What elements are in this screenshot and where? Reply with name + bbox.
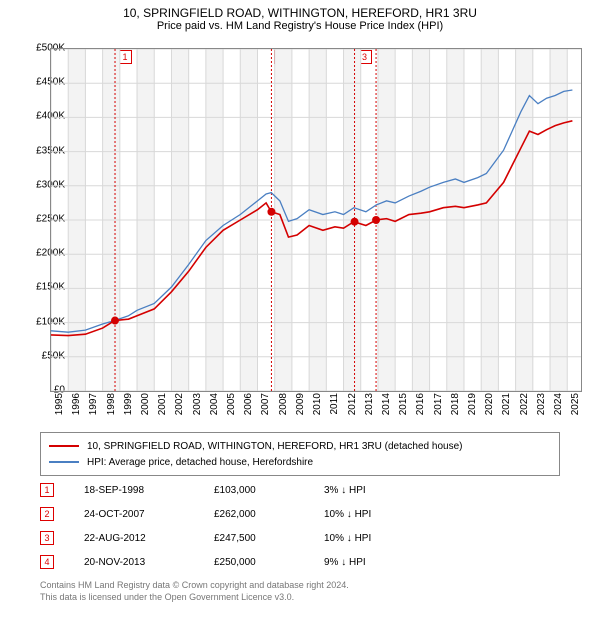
sales-table: 1 18-SEP-1998£103,0003% ↓ HPI 2 24-OCT-2007… (40, 478, 414, 574)
x-axis-label: 2017 (433, 393, 444, 415)
x-axis-label: 2005 (226, 393, 237, 415)
x-axis-label: 2006 (243, 393, 254, 415)
x-axis-label: 1997 (88, 393, 99, 415)
legend-label: 10, SPRINGFIELD ROAD, WITHINGTON, HEREFO… (87, 441, 462, 452)
x-axis-label: 2023 (536, 393, 547, 415)
x-axis-label: 2016 (415, 393, 426, 415)
sale-hpi-delta: 9% ↓ HPI (324, 557, 414, 568)
legend-label: HPI: Average price, detached house, Here… (87, 457, 313, 468)
sale-price: £103,000 (214, 485, 324, 496)
table-row: 4 20-NOV-2013£250,0009% ↓ HPI (40, 550, 414, 574)
x-axis-label: 2012 (347, 393, 358, 415)
x-axis-label: 2009 (295, 393, 306, 415)
chart-title: 10, SPRINGFIELD ROAD, WITHINGTON, HEREFO… (0, 6, 600, 20)
x-axis-label: 2018 (450, 393, 461, 415)
legend-item: 10, SPRINGFIELD ROAD, WITHINGTON, HEREFO… (49, 438, 551, 454)
sale-hpi-delta: 3% ↓ HPI (324, 485, 414, 496)
x-axis-label: 2019 (467, 393, 478, 415)
x-axis-label: 2008 (278, 393, 289, 415)
sale-date: 24-OCT-2007 (84, 509, 214, 520)
x-axis-label: 2004 (209, 393, 220, 415)
x-axis-label: 2007 (260, 393, 271, 415)
chart-subtitle: Price paid vs. HM Land Registry's House … (0, 20, 600, 32)
legend: 10, SPRINGFIELD ROAD, WITHINGTON, HEREFO… (40, 432, 560, 476)
table-row: 2 24-OCT-2007£262,00010% ↓ HPI (40, 502, 414, 526)
table-row: 3 22-AUG-2012£247,50010% ↓ HPI (40, 526, 414, 550)
sale-number-badge: 4 (40, 555, 54, 569)
x-axis-label: 2024 (553, 393, 564, 415)
x-axis-label: 2022 (519, 393, 530, 415)
footer-line: This data is licensed under the Open Gov… (40, 592, 349, 604)
x-axis-label: 2002 (174, 393, 185, 415)
sale-hpi-delta: 10% ↓ HPI (324, 509, 414, 520)
x-axis-label: 1999 (123, 393, 134, 415)
sale-hpi-delta: 10% ↓ HPI (324, 533, 414, 544)
x-axis-label: 2013 (364, 393, 375, 415)
x-axis-label: 2003 (192, 393, 203, 415)
x-axis-label: 2021 (501, 393, 512, 415)
x-axis-label: 2001 (157, 393, 168, 415)
x-axis-label: 2011 (329, 393, 340, 415)
sale-price: £250,000 (214, 557, 324, 568)
table-row: 1 18-SEP-1998£103,0003% ↓ HPI (40, 478, 414, 502)
sale-date: 20-NOV-2013 (84, 557, 214, 568)
sale-price: £247,500 (214, 533, 324, 544)
sale-date: 22-AUG-2012 (84, 533, 214, 544)
footer-attribution: Contains HM Land Registry data © Crown c… (40, 580, 349, 603)
sale-number-badge: 1 (40, 483, 54, 497)
footer-line: Contains HM Land Registry data © Crown c… (40, 580, 349, 592)
price-chart (50, 48, 582, 392)
x-axis-label: 2025 (570, 393, 581, 415)
x-axis-label: 2010 (312, 393, 323, 415)
x-axis-label: 2000 (140, 393, 151, 415)
legend-item: HPI: Average price, detached house, Here… (49, 454, 551, 470)
x-axis-label: 2020 (484, 393, 495, 415)
x-axis-label: 2014 (381, 393, 392, 415)
sale-price: £262,000 (214, 509, 324, 520)
sale-number-badge: 3 (40, 531, 54, 545)
sale-number-badge: 2 (40, 507, 54, 521)
x-axis-label: 1996 (71, 393, 82, 415)
x-axis-label: 2015 (398, 393, 409, 415)
x-axis-label: 1998 (106, 393, 117, 415)
sale-date: 18-SEP-1998 (84, 485, 214, 496)
x-axis-label: 1995 (54, 393, 65, 415)
